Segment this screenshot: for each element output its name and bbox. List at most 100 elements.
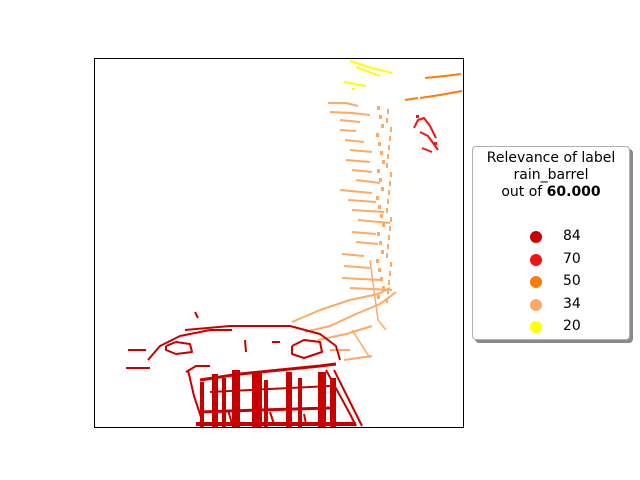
legend-label: 84 — [563, 228, 581, 244]
relevance-mark — [390, 172, 392, 177]
relevance-mark — [369, 259, 387, 331]
relevance-mark — [376, 196, 379, 200]
relevance-mark — [252, 372, 262, 428]
relevance-mark — [380, 151, 383, 155]
relevance-mark — [347, 199, 377, 203]
relevance-mark — [404, 97, 419, 101]
legend-marker — [530, 253, 542, 266]
relevance-mark — [222, 378, 226, 428]
relevance-mark — [318, 372, 326, 428]
relevance-mark — [379, 241, 382, 245]
relevance-mark — [200, 382, 204, 428]
legend-items: 84 70 50 34 20 — [473, 227, 629, 340]
relevance-mark — [328, 102, 359, 107]
relevance-mark — [413, 117, 437, 139]
relevance-mark — [199, 406, 331, 414]
relevance-mark — [389, 271, 391, 276]
relevance-mark — [377, 169, 380, 173]
relevance-marks — [126, 60, 463, 428]
relevance-mark — [388, 235, 390, 240]
relevance-mark — [424, 73, 462, 79]
relevance-mark — [317, 325, 373, 341]
relevance-mark — [355, 241, 379, 245]
relevance-mark — [434, 142, 437, 145]
relevance-mark — [341, 253, 365, 257]
relevance-mark — [386, 253, 388, 258]
legend-label: 50 — [563, 273, 581, 289]
relevance-mark — [386, 163, 388, 168]
legend: Relevance of label rain_barrel out of 60… — [472, 146, 630, 340]
legend-label: 20 — [563, 318, 581, 334]
relevance-mark — [382, 223, 385, 227]
relevance-mark — [377, 232, 380, 236]
relevance-mark — [339, 189, 373, 194]
plot-frame — [94, 58, 464, 428]
legend-title-prefix: out of — [501, 184, 547, 200]
relevance-mark — [339, 129, 357, 132]
relevance-mark — [185, 365, 210, 373]
relevance-mark — [379, 178, 382, 182]
relevance-mark — [388, 280, 390, 285]
relevance-mark — [390, 127, 392, 132]
relevance-mark — [194, 311, 199, 319]
relevance-mark — [232, 370, 240, 428]
relevance-mark — [382, 160, 385, 164]
relevance-mark — [388, 190, 390, 195]
relevance-mark — [390, 262, 392, 267]
relevance-mark — [343, 355, 373, 361]
relevance-mark — [209, 385, 331, 393]
relevance-mark — [416, 115, 419, 118]
relevance-mark — [388, 145, 390, 150]
relevance-mark — [379, 115, 382, 119]
relevance-mark — [381, 187, 384, 191]
relevance-mark — [387, 289, 389, 294]
relevance-mark — [199, 362, 337, 382]
relevance-mark — [386, 118, 388, 123]
relevance-mark — [421, 147, 433, 153]
legend-marker — [530, 231, 542, 243]
relevance-mark — [330, 378, 336, 428]
relevance-mark — [387, 154, 389, 159]
relevance-mark — [341, 277, 381, 281]
relevance-mark — [343, 265, 371, 269]
relevance-mark — [387, 244, 389, 249]
relevance-mark — [419, 90, 463, 99]
relevance-mark — [349, 149, 373, 153]
legend-label: 70 — [563, 250, 581, 267]
relevance-mark — [389, 181, 391, 186]
relevance-mark — [184, 325, 341, 361]
relevance-mark — [349, 60, 393, 74]
legend-title: Relevance of label rain_barrel out of 60… — [473, 150, 629, 201]
legend-title-line3: out of 60.000 — [473, 184, 629, 201]
relevance-mark — [390, 217, 392, 222]
relevance-mark — [419, 131, 439, 151]
relevance-mark — [377, 106, 380, 110]
legend-item: 50 — [473, 272, 629, 295]
relevance-mark — [351, 209, 385, 213]
relevance-mark — [329, 111, 371, 116]
relevance-mark — [147, 329, 232, 361]
relevance-mark — [333, 369, 363, 427]
relevance-mark — [357, 219, 391, 224]
relevance-mark — [381, 250, 384, 254]
relevance-mark — [303, 413, 307, 425]
legend-marker — [530, 321, 542, 333]
legend-marker — [530, 276, 542, 288]
relevance-mark — [345, 159, 371, 163]
relevance-mark — [343, 81, 367, 87]
relevance-mark — [325, 369, 357, 427]
relevance-mark — [355, 179, 381, 184]
relevance-mark — [344, 139, 365, 143]
relevance-mark — [380, 214, 383, 218]
relevance-mark — [165, 341, 193, 355]
legend-title-value: 60.000 — [546, 184, 601, 200]
relevance-mark — [291, 339, 323, 359]
relevance-mark — [376, 133, 379, 137]
relevance-mark — [269, 411, 275, 425]
legend-title-line1: Relevance of label — [486, 150, 616, 166]
relevance-mark — [381, 124, 384, 128]
relevance-mark — [291, 287, 391, 323]
legend-item: 70 — [473, 250, 629, 273]
relevance-mark — [376, 259, 379, 263]
relevance-mark — [339, 119, 361, 123]
